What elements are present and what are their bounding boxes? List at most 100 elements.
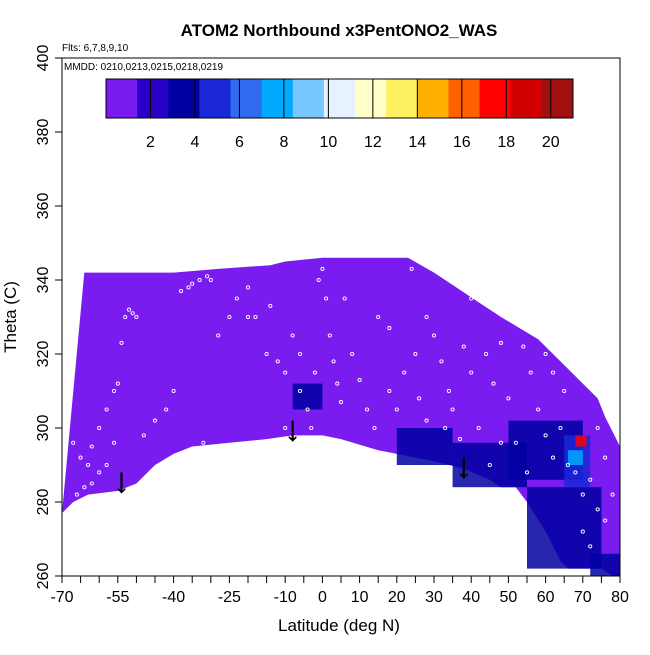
sample-point	[469, 296, 474, 301]
x-tick-label: 30	[425, 589, 443, 606]
heatmap-cell-1	[396, 428, 453, 465]
sample-point	[268, 303, 273, 308]
colorbar-segment	[230, 79, 263, 118]
x-tick-label: 70	[574, 589, 592, 606]
sample-point	[610, 492, 615, 497]
sample-point	[245, 285, 251, 290]
sample-point	[112, 440, 117, 445]
colorbar-segment	[261, 79, 294, 118]
colorbar-segment	[137, 79, 169, 118]
sample-point	[491, 381, 496, 386]
colorbar-segment	[106, 79, 138, 118]
sample-point	[327, 333, 332, 338]
x-axis-label: Latitude (deg N)	[278, 616, 400, 635]
sample-point	[227, 314, 232, 320]
sample-point	[595, 425, 600, 431]
colorbar-tick-label: 12	[364, 134, 382, 151]
domain-polygon	[62, 257, 620, 576]
sample-point	[357, 377, 362, 382]
colorbar: 2 4 6 8 10 12 14 16 18 20	[105, 78, 574, 151]
sample-point	[424, 418, 429, 423]
sample-point	[573, 470, 578, 475]
sample-point	[197, 277, 202, 283]
sample-point	[550, 370, 556, 375]
sample-point	[324, 296, 329, 301]
x-tick-label: -10	[274, 589, 297, 606]
sample-point	[446, 388, 451, 394]
x-tick-label: 80	[611, 589, 629, 606]
sample-point	[528, 370, 533, 375]
sample-point	[487, 462, 492, 468]
sample-point	[112, 388, 117, 394]
colorbar-tick-label: 14	[408, 134, 426, 151]
sample-point	[74, 492, 79, 497]
colorbar-segment	[386, 79, 418, 118]
sample-point	[484, 351, 489, 357]
sample-point	[409, 266, 414, 271]
sample-point	[97, 425, 102, 431]
x-tick-label: -40	[162, 589, 185, 606]
heatmap-cell-6	[567, 450, 583, 465]
sample-point	[164, 407, 169, 412]
sample-point	[331, 359, 336, 364]
colorbar-tick-label: 6	[235, 134, 244, 151]
sample-point	[565, 462, 570, 468]
sample-point	[97, 470, 102, 475]
sample-point	[580, 492, 585, 497]
y-axis-label: Theta (C)	[1, 281, 20, 353]
sample-point	[431, 333, 437, 338]
sample-point	[342, 296, 347, 301]
colorbar-tick-label: 4	[190, 134, 199, 151]
sample-point	[234, 296, 239, 301]
sample-point	[461, 344, 466, 349]
sample-point	[439, 359, 444, 364]
y-tick-label: 260	[35, 563, 52, 590]
sample-point	[588, 544, 593, 549]
sample-point	[364, 407, 370, 412]
colorbar-segment	[417, 79, 449, 118]
x-tick-label: 40	[462, 589, 480, 606]
sample-point	[205, 274, 210, 279]
colorbar-segment	[448, 79, 481, 118]
sample-point	[119, 340, 124, 345]
sample-point	[283, 370, 288, 375]
sample-point	[476, 425, 481, 431]
sample-point	[603, 518, 608, 523]
plot-area	[62, 257, 620, 576]
x-tick-label: -25	[218, 589, 241, 606]
sample-point	[71, 440, 76, 445]
y-tick-label: 360	[35, 193, 52, 220]
sample-point	[309, 425, 314, 431]
sample-point	[513, 440, 518, 445]
heatmap-domain	[62, 257, 620, 576]
y-tick-label: 300	[35, 415, 52, 442]
colorbar-tick-label: 8	[279, 134, 288, 151]
sample-point	[115, 381, 120, 386]
sample-point	[216, 333, 221, 338]
sample-point	[264, 351, 269, 357]
sample-point	[469, 370, 474, 375]
sample-point	[275, 359, 280, 364]
heatmap-cell-7	[575, 435, 587, 447]
sample-point	[443, 425, 448, 431]
sample-point	[126, 307, 132, 312]
chart-title: ATOM2 Northbound x3PentONO2_WAS	[181, 21, 498, 40]
sample-point	[506, 396, 511, 401]
x-tick-label: -70	[50, 589, 73, 606]
heatmap-cell-4	[527, 487, 602, 569]
sample-point	[104, 462, 109, 468]
sample-point	[595, 507, 600, 512]
sample-point	[372, 425, 377, 431]
colorbar-tick-label: 10	[319, 134, 337, 151]
colorbar-segment	[355, 79, 387, 118]
sample-point	[335, 381, 340, 386]
x-tick-label: 50	[500, 589, 518, 606]
sample-point	[524, 470, 530, 475]
sample-point	[536, 407, 541, 412]
colorbar-tick-label: 16	[453, 134, 471, 151]
sample-point	[312, 370, 318, 375]
sample-points	[71, 266, 615, 549]
x-tick-label: -55	[106, 589, 129, 606]
sample-point	[82, 485, 87, 490]
